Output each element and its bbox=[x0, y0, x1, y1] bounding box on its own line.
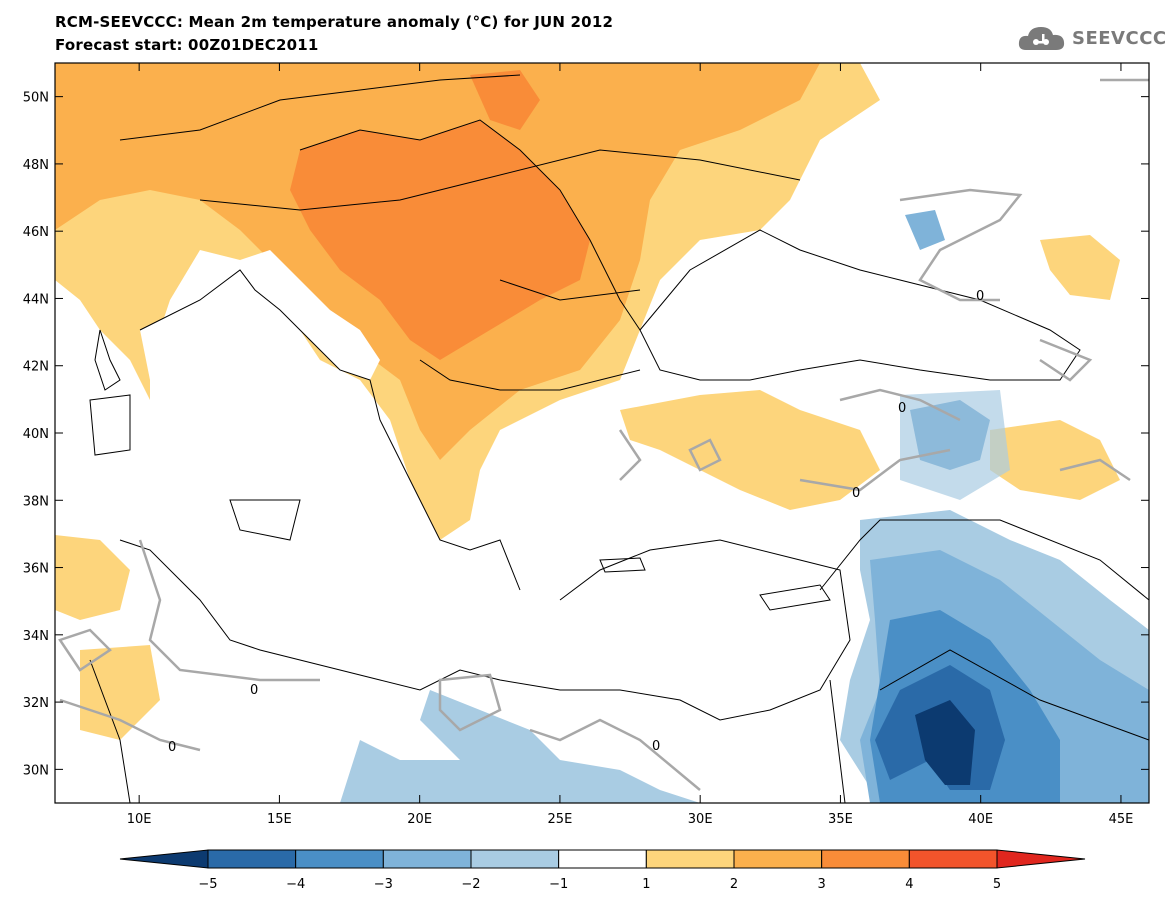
lat-label: 34N bbox=[23, 629, 49, 644]
lat-label: 44N bbox=[23, 292, 49, 307]
lon-label: 30E bbox=[688, 812, 713, 827]
lat-label: 40N bbox=[23, 427, 49, 442]
warm-core bbox=[290, 120, 590, 360]
caucasus-warm bbox=[1040, 235, 1120, 300]
colorbar-segment bbox=[821, 849, 910, 869]
contour-label: 0 bbox=[250, 683, 258, 698]
colorbar-max-triangle bbox=[996, 849, 1086, 869]
colorbar-tick-label: 1 bbox=[642, 877, 650, 892]
seevccc-logo: SEEVCCC bbox=[1016, 22, 1165, 56]
zero-contours bbox=[58, 78, 1149, 791]
colorbar-segment bbox=[470, 849, 560, 869]
cold-turkey-2 bbox=[900, 390, 1010, 500]
lon-label: 15E bbox=[267, 812, 292, 827]
lon-label: 45E bbox=[1109, 812, 1134, 827]
lat-label: 32N bbox=[23, 696, 49, 711]
colorbar-segment bbox=[908, 849, 998, 869]
lat-label: 48N bbox=[23, 158, 49, 173]
forecast-start-subtitle: Forecast start: 00Z01DEC2011 bbox=[55, 36, 319, 54]
lon-label: 25E bbox=[548, 812, 573, 827]
colorbar-tick-label: 2 bbox=[730, 877, 738, 892]
lon-label: 10E bbox=[127, 812, 152, 827]
contour-label: 0 bbox=[168, 740, 176, 755]
colorbar-tick-label: −5 bbox=[198, 877, 217, 892]
iran-warm bbox=[990, 420, 1120, 500]
cold-core-2 bbox=[915, 700, 975, 785]
cloud-icon bbox=[1018, 27, 1065, 50]
colorbar-tick-label: 4 bbox=[905, 877, 913, 892]
lat-label: 36N bbox=[23, 562, 49, 577]
colorbar-min-triangle bbox=[119, 849, 209, 869]
contour-label: 0 bbox=[976, 289, 984, 304]
colorbar-segment bbox=[207, 849, 297, 869]
colorbar-tick-label: −2 bbox=[461, 877, 480, 892]
lon-label: 40E bbox=[968, 812, 993, 827]
cold-crimea bbox=[905, 210, 945, 250]
colorbar-segment bbox=[733, 849, 823, 869]
colorbar bbox=[119, 849, 1086, 869]
axis-ticks bbox=[55, 63, 1149, 803]
anatolia-warm bbox=[620, 390, 880, 510]
map-title: RCM-SEEVCCC: Mean 2m temperature anomaly… bbox=[55, 13, 614, 31]
contour-label: 0 bbox=[898, 401, 906, 416]
longitude-labels: 10E 15E 20E 25E 30E 35E 40E 45E bbox=[127, 812, 1134, 827]
colorbar-segment bbox=[295, 849, 384, 869]
warm-core-2 bbox=[470, 70, 540, 130]
libya-warm bbox=[80, 645, 160, 740]
adriatic bbox=[240, 250, 380, 380]
colorbar-tick-label: −1 bbox=[549, 877, 568, 892]
latitude-labels: 30N 32N 34N 36N 38N 40N 42N 44N 46N 48N 50N bbox=[23, 91, 49, 779]
coastlines bbox=[89, 74, 1149, 803]
black-sea bbox=[640, 230, 1080, 380]
lat-label: 42N bbox=[23, 360, 49, 375]
mediterranean bbox=[100, 270, 850, 720]
lon-label: 35E bbox=[828, 812, 853, 827]
colorbar-tick-label: 5 bbox=[993, 877, 1001, 892]
contour-label: 0 bbox=[652, 739, 660, 754]
lat-label: 38N bbox=[23, 494, 49, 509]
lat-label: 30N bbox=[23, 763, 49, 778]
colorbar-tick-label: −3 bbox=[374, 877, 393, 892]
lat-label: 50N bbox=[23, 91, 49, 106]
colorbar-tick-label: −4 bbox=[286, 877, 305, 892]
anomaly-field bbox=[55, 63, 1149, 803]
lon-label: 20E bbox=[407, 812, 432, 827]
tunisia-warm bbox=[55, 535, 130, 620]
colorbar-tick-label: 3 bbox=[818, 877, 826, 892]
colorbar-segment bbox=[558, 849, 647, 869]
colorbar-labels: −5 −4 −3 −2 −1 1 2 3 4 5 bbox=[198, 877, 1001, 892]
contour-label: 0 bbox=[852, 486, 860, 501]
colorbar-segment bbox=[645, 849, 735, 869]
contour-labels: 0 0 0 0 0 0 bbox=[168, 289, 984, 755]
logo-text: SEEVCCC bbox=[1072, 28, 1165, 49]
lat-label: 46N bbox=[23, 225, 49, 240]
colorbar-segment bbox=[382, 849, 472, 869]
